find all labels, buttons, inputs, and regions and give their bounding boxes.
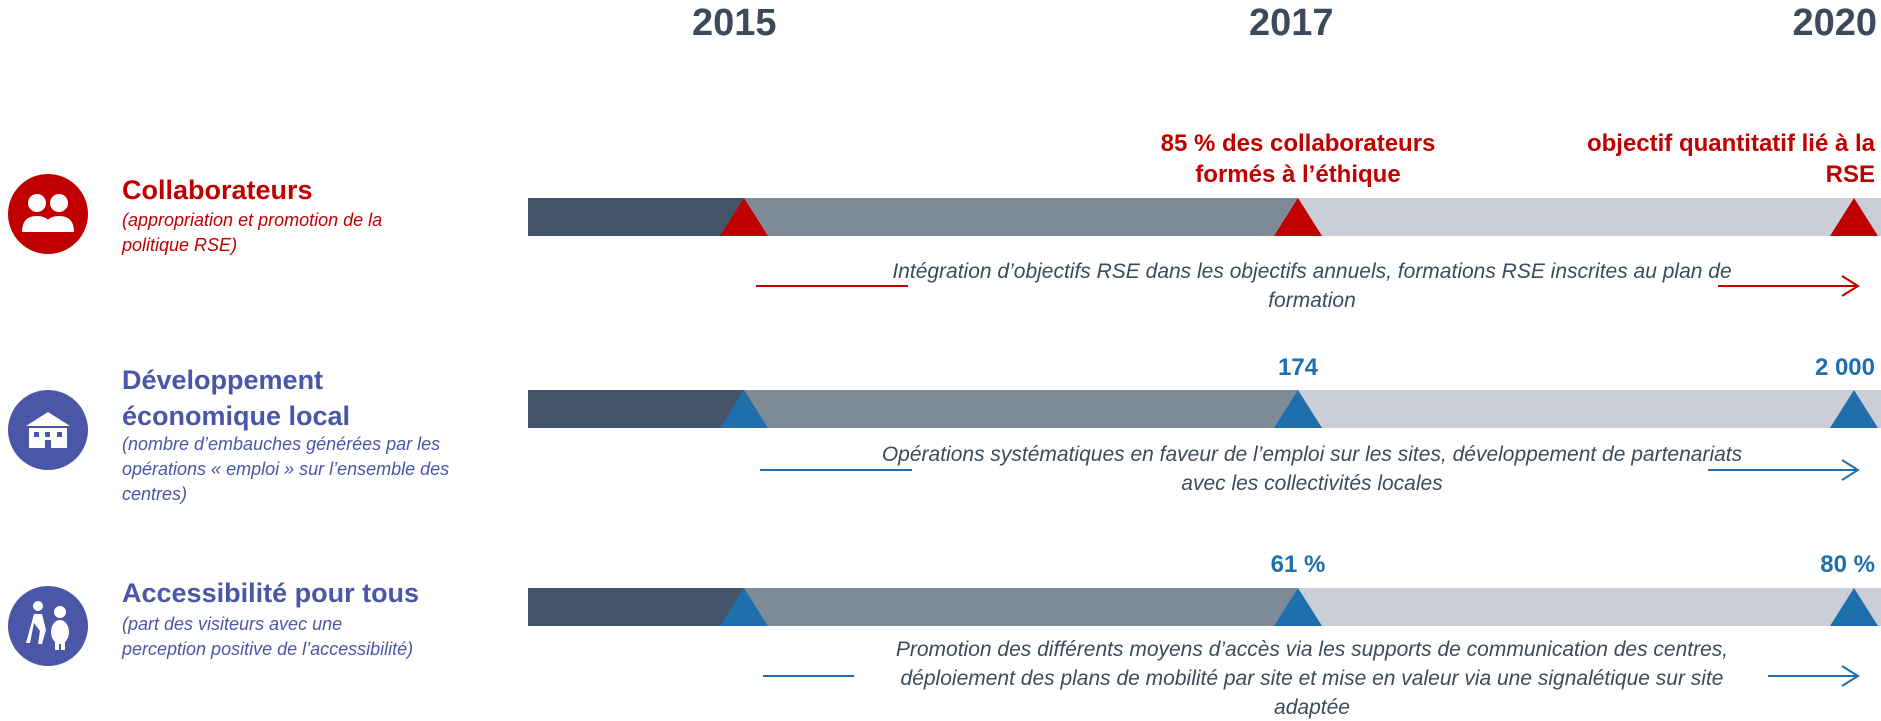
- milestone-triangle: [720, 198, 768, 236]
- icon-accessibilite: [8, 586, 88, 666]
- icon-collaborateurs: [8, 174, 88, 254]
- row-subtitle: (part des visiteurs avec une perception …: [122, 614, 414, 659]
- arrow-head: [1841, 275, 1860, 297]
- row-subtitle: (appropriation et promotion de la politi…: [122, 210, 383, 255]
- bar-segment: [528, 198, 744, 236]
- row-description: Promotion des différents moyens d’accès …: [895, 638, 1729, 719]
- year-label: 2015: [692, 2, 777, 44]
- bar-segment: [528, 390, 744, 428]
- milestone-triangle: [720, 390, 768, 428]
- row-title: Développement économique local: [122, 365, 351, 431]
- bar-segment: [528, 588, 744, 626]
- row-description: Intégration d’objectifs RSE dans les obj…: [892, 260, 1732, 312]
- milestone-label: 61 %: [1270, 551, 1326, 578]
- row-title: Accessibilité pour tous: [122, 578, 420, 608]
- bar-segment: [744, 588, 1298, 626]
- bar-segment: [744, 198, 1298, 236]
- milestone-triangle: [1830, 390, 1878, 428]
- row-subtitle: (nombre d’embauches générées par les opé…: [122, 434, 450, 504]
- milestone-label: 80 %: [1820, 551, 1875, 578]
- bar-segment: [744, 390, 1298, 428]
- milestone-triangle: [1274, 588, 1322, 626]
- arrow-head: [1841, 665, 1860, 687]
- row-title: Collaborateurs: [122, 175, 313, 205]
- bar-segment: [1298, 588, 1881, 626]
- milestone-label: 2 000: [1814, 354, 1875, 381]
- year-label: 2017: [1249, 2, 1334, 44]
- milestone-label: objectif quantitatif lié à la RSE: [1586, 130, 1875, 188]
- icon-developpement: [8, 390, 88, 470]
- arrow-head: [1841, 459, 1860, 481]
- milestone-label: 85 % des collaborateurs formés à l’éthiq…: [1160, 130, 1436, 188]
- bar-segment: [1298, 390, 1881, 428]
- milestone-triangle: [1830, 588, 1878, 626]
- milestone-triangle: [1274, 390, 1322, 428]
- bar-segment: [1298, 198, 1881, 236]
- milestone-label: 174: [1277, 354, 1319, 381]
- milestone-triangle: [720, 588, 768, 626]
- row-description: Opérations systématiques en faveur de l’…: [881, 443, 1743, 495]
- milestone-triangle: [1274, 198, 1322, 236]
- year-label: 2020: [1792, 2, 1877, 44]
- milestone-triangle: [1830, 198, 1878, 236]
